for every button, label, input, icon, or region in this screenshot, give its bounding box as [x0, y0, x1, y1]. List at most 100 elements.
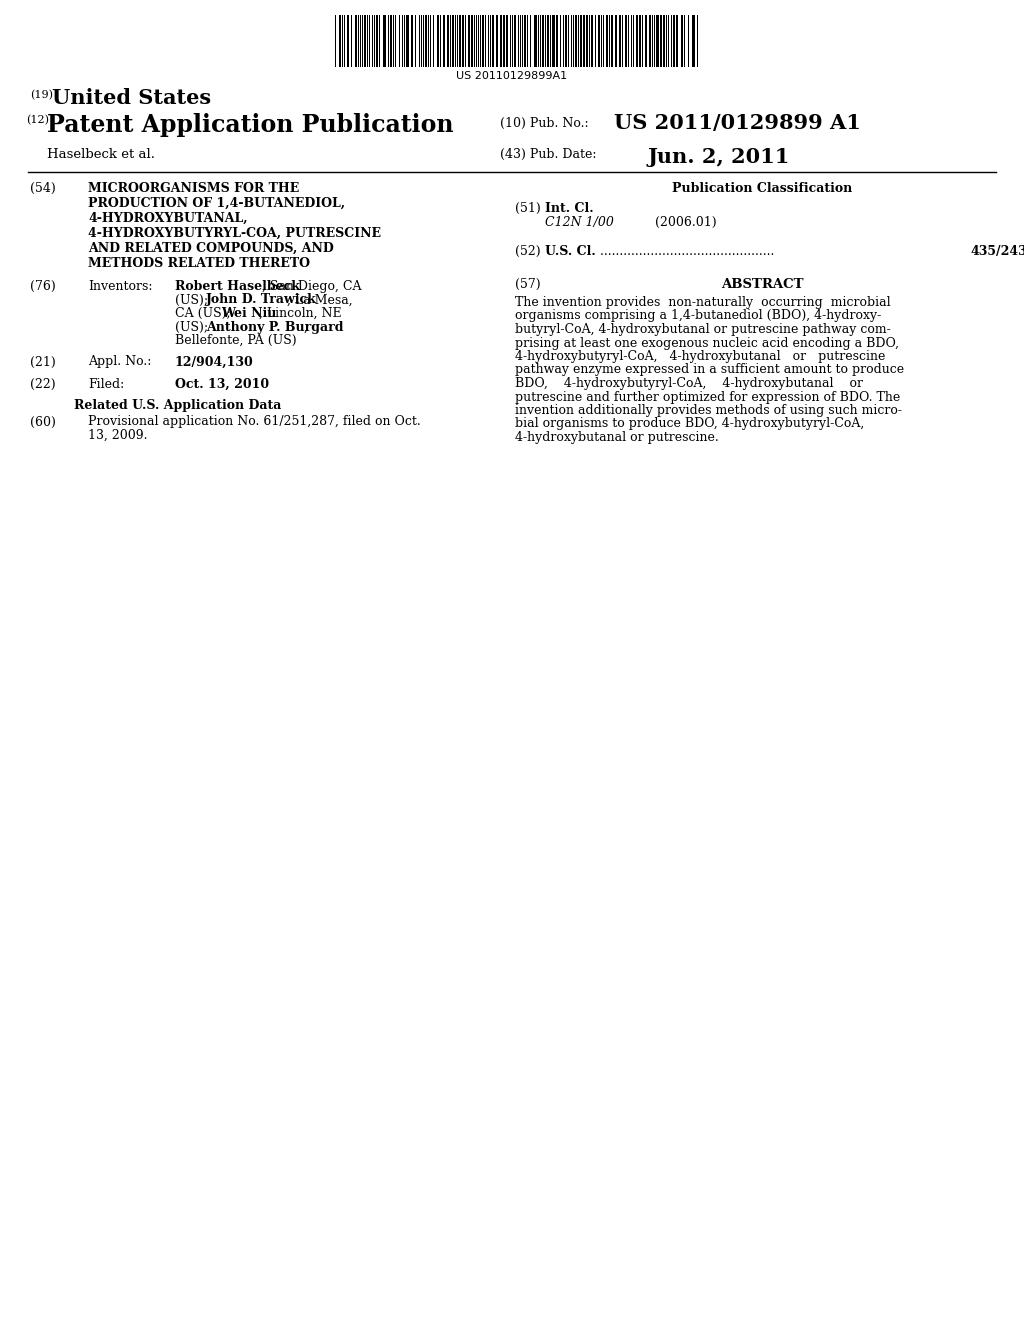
Text: AND RELATED COMPOUNDS, AND: AND RELATED COMPOUNDS, AND — [88, 242, 334, 255]
Bar — [656, 15, 659, 67]
Bar — [411, 15, 413, 67]
Bar — [492, 15, 494, 67]
Text: (57): (57) — [515, 279, 541, 290]
Bar — [355, 15, 357, 67]
Text: Wei Niu: Wei Niu — [221, 308, 276, 319]
Bar — [673, 15, 675, 67]
Text: C12N 1/00: C12N 1/00 — [545, 216, 613, 228]
Bar — [390, 15, 392, 67]
Text: John D. Trawick: John D. Trawick — [206, 293, 316, 306]
Text: ABSTRACT: ABSTRACT — [721, 279, 803, 290]
Text: Filed:: Filed: — [88, 378, 124, 391]
Bar — [406, 15, 409, 67]
Text: (76): (76) — [30, 280, 55, 293]
Text: (51): (51) — [515, 202, 541, 215]
Text: Patent Application Publication: Patent Application Publication — [47, 114, 454, 137]
Text: (43) Pub. Date:: (43) Pub. Date: — [500, 148, 597, 161]
Bar — [500, 15, 502, 67]
Text: (19): (19) — [30, 90, 53, 100]
Bar — [468, 15, 470, 67]
Text: bial organisms to produce BDO, 4-hydroxybutyryl-CoA,: bial organisms to produce BDO, 4-hydroxy… — [515, 417, 864, 430]
Text: (60): (60) — [30, 416, 56, 429]
Bar — [681, 15, 683, 67]
Text: (12): (12) — [26, 115, 49, 125]
Bar — [524, 15, 526, 67]
Text: 435/243: 435/243 — [970, 246, 1024, 257]
Bar — [583, 15, 585, 67]
Bar — [437, 15, 439, 67]
Bar — [339, 15, 341, 67]
Bar — [503, 15, 505, 67]
Bar — [506, 15, 508, 67]
Bar — [645, 15, 647, 67]
Text: organisms comprising a 1,4-butanediol (BDO), 4-hydroxy-: organisms comprising a 1,4-butanediol (B… — [515, 309, 882, 322]
Bar — [556, 15, 558, 67]
Bar — [452, 15, 454, 67]
Text: pathway enzyme expressed in a sufficient amount to produce: pathway enzyme expressed in a sufficient… — [515, 363, 904, 376]
Bar — [636, 15, 638, 67]
Text: PRODUCTION OF 1,4-BUTANEDIOL,: PRODUCTION OF 1,4-BUTANEDIOL, — [88, 197, 345, 210]
Text: , Lincoln, NE: , Lincoln, NE — [259, 308, 342, 319]
Text: Robert Haselbeck: Robert Haselbeck — [175, 280, 300, 293]
Text: 4-hydroxybutanal or putrescine.: 4-hydroxybutanal or putrescine. — [515, 432, 719, 444]
Bar — [591, 15, 593, 67]
Text: , La Mesa,: , La Mesa, — [287, 293, 352, 306]
Text: U.S. Cl.: U.S. Cl. — [545, 246, 596, 257]
Bar — [618, 15, 621, 67]
Bar — [575, 15, 577, 67]
Bar — [639, 15, 641, 67]
Text: The invention provides  non-naturally  occurring  microbial: The invention provides non-naturally occ… — [515, 296, 891, 309]
Bar — [383, 15, 386, 67]
Text: ,: , — [303, 321, 307, 334]
Text: US 20110129899A1: US 20110129899A1 — [457, 71, 567, 81]
Text: Related U.S. Application Data: Related U.S. Application Data — [75, 400, 282, 412]
Bar — [625, 15, 627, 67]
Text: Inventors:: Inventors: — [88, 280, 153, 293]
Text: Provisional application No. 61/251,287, filed on Oct.: Provisional application No. 61/251,287, … — [88, 416, 421, 429]
Bar — [534, 15, 537, 67]
Bar — [606, 15, 608, 67]
Text: (10) Pub. No.:: (10) Pub. No.: — [500, 117, 589, 129]
Bar — [586, 15, 588, 67]
Bar — [447, 15, 449, 67]
Text: Bellefonte, PA (US): Bellefonte, PA (US) — [175, 334, 297, 347]
Text: (2006.01): (2006.01) — [655, 216, 717, 228]
Text: Appl. No.:: Appl. No.: — [88, 355, 152, 368]
Bar — [552, 15, 555, 67]
Text: (US);: (US); — [175, 293, 212, 306]
Bar — [565, 15, 567, 67]
Text: invention additionally provides methods of using such micro-: invention additionally provides methods … — [515, 404, 902, 417]
Bar — [649, 15, 651, 67]
Text: (52): (52) — [515, 246, 541, 257]
Text: US 2011/0129899 A1: US 2011/0129899 A1 — [614, 114, 861, 133]
Text: , San Diego, CA: , San Diego, CA — [261, 280, 361, 293]
Bar — [542, 15, 544, 67]
Bar — [598, 15, 600, 67]
Text: Haselbeck et al.: Haselbeck et al. — [47, 148, 155, 161]
Text: CA (US);: CA (US); — [175, 308, 234, 319]
Bar — [459, 15, 461, 67]
Bar — [425, 15, 427, 67]
Bar — [580, 15, 582, 67]
Bar — [496, 15, 498, 67]
Bar — [615, 15, 617, 67]
Text: Oct. 13, 2010: Oct. 13, 2010 — [175, 378, 269, 391]
Text: METHODS RELATED THERETO: METHODS RELATED THERETO — [88, 257, 310, 271]
Text: Int. Cl.: Int. Cl. — [545, 202, 594, 215]
Bar — [347, 15, 349, 67]
Text: 4-hydroxybutyryl-CoA,   4-hydroxybutanal   or   putrescine: 4-hydroxybutyryl-CoA, 4-hydroxybutanal o… — [515, 350, 886, 363]
Text: (54): (54) — [30, 182, 55, 195]
Bar — [547, 15, 549, 67]
Bar — [462, 15, 464, 67]
Text: Publication Classification: Publication Classification — [672, 182, 852, 195]
Bar — [471, 15, 473, 67]
Text: Anthony P. Burgard: Anthony P. Burgard — [206, 321, 343, 334]
Text: prising at least one exogenous nucleic acid encoding a BDO,: prising at least one exogenous nucleic a… — [515, 337, 899, 350]
Text: putrescine and further optimized for expression of BDO. The: putrescine and further optimized for exp… — [515, 391, 900, 404]
Text: (US);: (US); — [175, 321, 212, 334]
Text: 12/904,130: 12/904,130 — [175, 355, 254, 368]
Bar — [676, 15, 678, 67]
Bar — [364, 15, 366, 67]
Text: butyryl-CoA, 4-hydroxybutanal or putrescine pathway com-: butyryl-CoA, 4-hydroxybutanal or putresc… — [515, 323, 891, 337]
Text: United States: United States — [52, 88, 211, 108]
